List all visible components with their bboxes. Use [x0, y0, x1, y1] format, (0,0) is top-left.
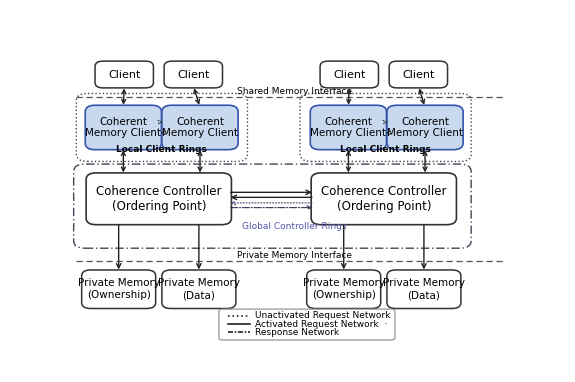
Text: Response Network: Response Network — [255, 328, 339, 337]
FancyBboxPatch shape — [320, 61, 378, 88]
Text: Private Memory Interface: Private Memory Interface — [237, 251, 352, 260]
Text: Private Memory
(Data): Private Memory (Data) — [383, 278, 465, 300]
FancyBboxPatch shape — [219, 309, 395, 340]
Text: Coherence Controller
(Ordering Point): Coherence Controller (Ordering Point) — [96, 185, 221, 213]
FancyBboxPatch shape — [85, 105, 162, 150]
Text: Global Controller Rings: Global Controller Rings — [243, 222, 347, 231]
FancyBboxPatch shape — [86, 173, 231, 225]
Text: Coherent
Memory Client: Coherent Memory Client — [387, 117, 463, 138]
Text: Coherence Controller
(Ordering Point): Coherence Controller (Ordering Point) — [321, 185, 447, 213]
Text: Private Memory
(Ownership): Private Memory (Ownership) — [78, 278, 160, 300]
Text: Client: Client — [402, 70, 435, 79]
FancyBboxPatch shape — [389, 61, 447, 88]
FancyBboxPatch shape — [162, 270, 236, 309]
FancyBboxPatch shape — [82, 270, 156, 309]
Text: Client: Client — [108, 70, 140, 79]
Text: Shared Memory Interface: Shared Memory Interface — [237, 87, 352, 96]
Text: Local Client Rings: Local Client Rings — [117, 145, 208, 154]
Text: Coherent
Memory Client: Coherent Memory Client — [310, 117, 386, 138]
Text: Private Memory
(Ownership): Private Memory (Ownership) — [302, 278, 385, 300]
FancyBboxPatch shape — [164, 61, 223, 88]
Text: Private Memory
(Data): Private Memory (Data) — [158, 278, 240, 300]
FancyBboxPatch shape — [306, 270, 381, 309]
FancyBboxPatch shape — [311, 173, 457, 225]
Text: Client: Client — [333, 70, 366, 79]
Text: Coherent
Memory Client: Coherent Memory Client — [162, 117, 238, 138]
Text: Client: Client — [177, 70, 209, 79]
FancyBboxPatch shape — [310, 105, 386, 150]
FancyBboxPatch shape — [387, 105, 463, 150]
Text: Local Client Rings: Local Client Rings — [340, 145, 431, 154]
Text: Unactivated Request Network: Unactivated Request Network — [255, 311, 390, 320]
FancyBboxPatch shape — [387, 270, 461, 309]
FancyBboxPatch shape — [162, 105, 238, 150]
Text: Coherent
Memory Client: Coherent Memory Client — [85, 117, 162, 138]
FancyBboxPatch shape — [95, 61, 154, 88]
Text: Activated Request Network  ·: Activated Request Network · — [255, 320, 387, 329]
